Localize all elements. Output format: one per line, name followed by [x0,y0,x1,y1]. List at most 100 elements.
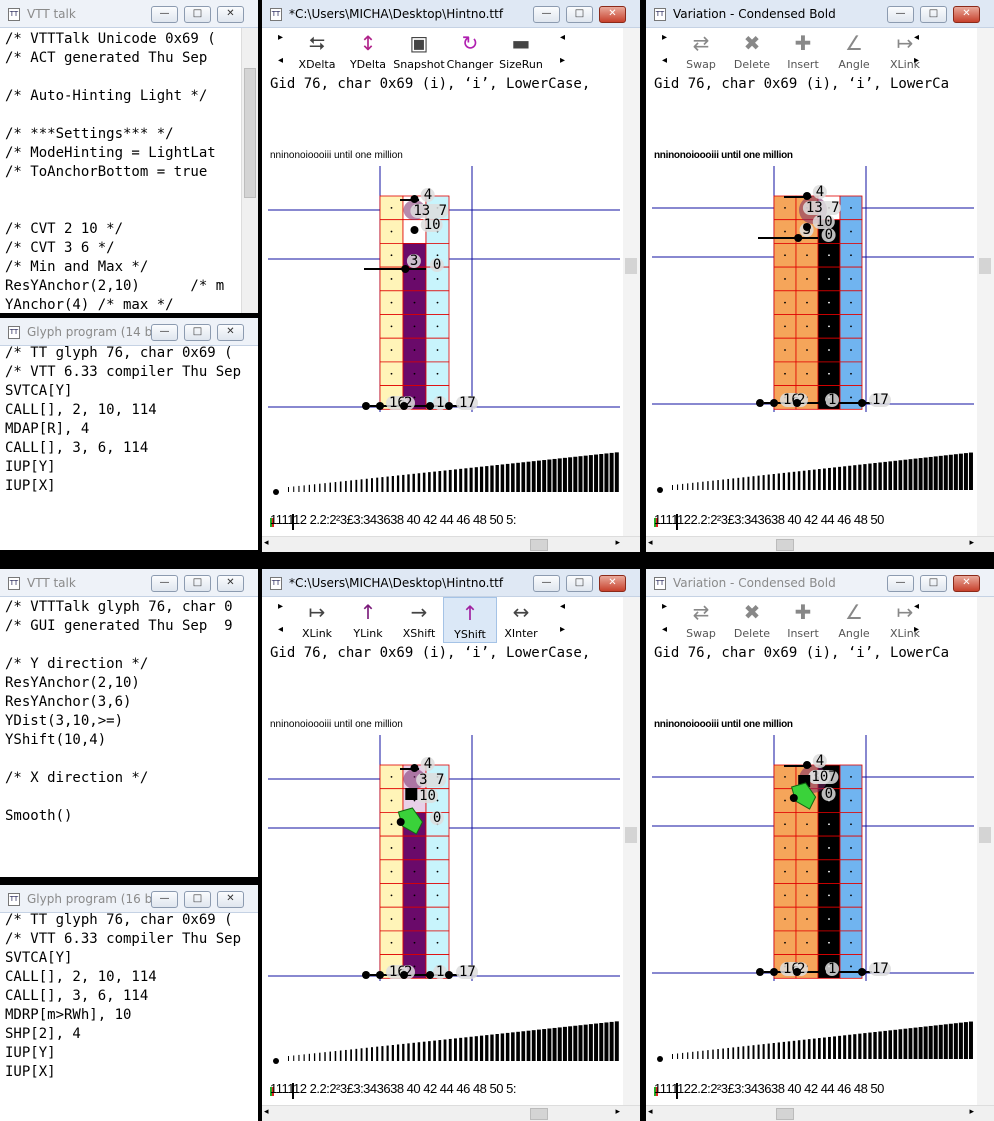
nav-next-arrow-2[interactable]: ▸ [914,624,920,635]
title-bar[interactable]: TT *C:\Users\MICHA\Desktop\Hintno.ttf — □ ✕ [262,0,640,28]
scroll-thumb[interactable] [979,258,991,274]
minimize-button[interactable]: — [151,575,178,592]
maximize-button[interactable]: □ [184,575,211,592]
nav-prev-arrow[interactable]: ▸ [278,601,284,612]
tool-yshift[interactable]: ↑ YShift [443,597,497,643]
maximize-button[interactable]: □ [184,6,211,23]
scroll-thumb[interactable] [776,1108,794,1120]
maximize-button[interactable]: □ [920,575,947,592]
nav-next-arrow-2[interactable]: ▸ [560,624,566,635]
tool-delete[interactable]: ✖ Delete [725,28,779,74]
title-bar[interactable]: TT Glyph program (14 b... — □ ✕ [0,318,258,346]
scroll-left-arrow[interactable]: ◂ [648,1107,653,1117]
maximize-button[interactable]: □ [920,6,947,23]
title-bar[interactable]: TT Variation - Condensed Bold — □ ✕ [646,0,994,28]
tool-xlink[interactable]: ↦ XLink [878,28,932,74]
horizontal-scrollbar[interactable]: ◂ ▸ [262,536,640,552]
nav-prev-arrow[interactable]: ▸ [662,32,668,43]
tool-angle[interactable]: ∠ Angle [827,28,881,74]
nav-prev-arrow-2[interactable]: ◂ [662,624,668,635]
horizontal-scrollbar[interactable]: ◂ ▸ [646,536,994,552]
close-button[interactable]: ✕ [953,575,980,592]
scroll-right-arrow[interactable]: ▸ [969,1107,974,1117]
vertical-scrollbar[interactable] [241,28,258,313]
tool-sizerun[interactable]: ▬ SizeRun [494,28,548,74]
nav-next-arrow[interactable]: ◂ [914,601,920,612]
horizontal-scrollbar[interactable]: ◂ ▸ [262,1105,640,1121]
scroll-thumb[interactable] [776,539,794,551]
nav-prev-arrow-2[interactable]: ◂ [662,55,668,66]
tool-xlink[interactable]: ↦ XLink [878,597,932,643]
scroll-right-arrow[interactable]: ▸ [615,538,620,548]
tool-delete[interactable]: ✖ Delete [725,597,779,643]
title-bar[interactable]: TT VTT talk — □ ✕ [0,0,258,28]
maximize-button[interactable]: □ [566,575,593,592]
nav-next-arrow[interactable]: ◂ [914,32,920,43]
tool-angle[interactable]: ∠ Angle [827,597,881,643]
vtttalk-editor[interactable]: /* VTTTalk glyph 76, char 0 /* GUI genera… [5,598,253,826]
close-button[interactable]: ✕ [217,324,244,341]
ppem-ruler[interactable]: 1111122.2:2²3£3:343638 40 42 44 46 48 50 [654,512,884,527]
tool-ydelta[interactable]: ↕ YDelta [341,28,395,74]
minimize-button[interactable]: — [887,575,914,592]
minimize-button[interactable]: — [151,324,178,341]
nav-prev-arrow[interactable]: ▸ [662,601,668,612]
tool-xdelta[interactable]: ⮀ XDelta [290,28,344,74]
ppem-ruler[interactable]: 1111122.2:2²3£3:343638 40 42 44 46 48 50 [654,1081,884,1096]
ppem-ruler[interactable]: 111112 2.2:2²3£3:343638 40 42 44 46 48 5… [270,512,516,527]
close-button[interactable]: ✕ [953,6,980,23]
tool-swap[interactable]: ⇄ Swap [674,597,728,643]
vertical-scrollbar[interactable] [623,597,640,1105]
nav-next-arrow[interactable]: ◂ [560,32,566,43]
vertical-scrollbar[interactable] [977,597,994,1105]
tool-snapshot[interactable]: ▣ Snapshot [392,28,446,74]
scroll-thumb[interactable] [625,258,637,274]
ppem-ruler[interactable]: 111112 2.2:2²3£3:343638 40 42 44 46 48 5… [270,1081,516,1096]
close-button[interactable]: ✕ [217,575,244,592]
tool-xshift[interactable]: → XShift [392,597,446,643]
title-bar[interactable]: TT Glyph program (16 b... — □ ✕ [0,885,258,913]
scroll-right-arrow[interactable]: ▸ [615,1107,620,1117]
nav-next-arrow[interactable]: ◂ [560,601,566,612]
title-bar[interactable]: TT VTT talk — □ ✕ [0,569,258,597]
scroll-thumb[interactable] [625,827,637,843]
close-button[interactable]: ✕ [599,575,626,592]
tool-ylink[interactable]: ↑ YLink [341,597,395,643]
scroll-thumb[interactable] [530,1108,548,1120]
vertical-scrollbar[interactable] [623,28,640,536]
minimize-button[interactable]: — [151,6,178,23]
scroll-right-arrow[interactable]: ▸ [969,538,974,548]
maximize-button[interactable]: □ [184,891,211,908]
tool-xlink[interactable]: ↦ XLink [290,597,344,643]
horizontal-scrollbar[interactable]: ◂ ▸ [646,1105,994,1121]
tool-changer[interactable]: ↻ Changer [443,28,497,74]
nav-next-arrow-2[interactable]: ▸ [914,55,920,66]
nav-next-arrow-2[interactable]: ▸ [560,55,566,66]
close-button[interactable]: ✕ [217,891,244,908]
maximize-button[interactable]: □ [184,324,211,341]
title-bar[interactable]: TT Variation - Condensed Bold — □ ✕ [646,569,994,597]
scroll-left-arrow[interactable]: ◂ [264,1107,269,1117]
vtttalk-editor[interactable]: /* VTTTalk Unicode 0x69 (/* ACT generate… [5,30,237,313]
tool-swap[interactable]: ⇄ Swap [674,28,728,74]
scroll-left-arrow[interactable]: ◂ [648,538,653,548]
tool-xinter[interactable]: ↔ XInter [494,597,548,643]
minimize-button[interactable]: — [887,6,914,23]
scroll-thumb[interactable] [979,827,991,843]
minimize-button[interactable]: — [533,575,560,592]
nav-prev-arrow[interactable]: ▸ [278,32,284,43]
scroll-thumb[interactable] [530,539,548,551]
vertical-scrollbar[interactable] [977,28,994,536]
tool-insert[interactable]: ✚ Insert [776,597,830,643]
close-button[interactable]: ✕ [599,6,626,23]
nav-prev-arrow-2[interactable]: ◂ [278,624,284,635]
maximize-button[interactable]: □ [566,6,593,23]
close-button[interactable]: ✕ [217,6,244,23]
minimize-button[interactable]: — [533,6,560,23]
title-bar[interactable]: TT *C:\Users\MICHA\Desktop\Hintno.ttf — □ ✕ [262,569,640,597]
scroll-left-arrow[interactable]: ◂ [264,538,269,548]
minimize-button[interactable]: — [151,891,178,908]
tool-insert[interactable]: ✚ Insert [776,28,830,74]
nav-prev-arrow-2[interactable]: ◂ [278,55,284,66]
pixel-center-dot [850,278,852,280]
